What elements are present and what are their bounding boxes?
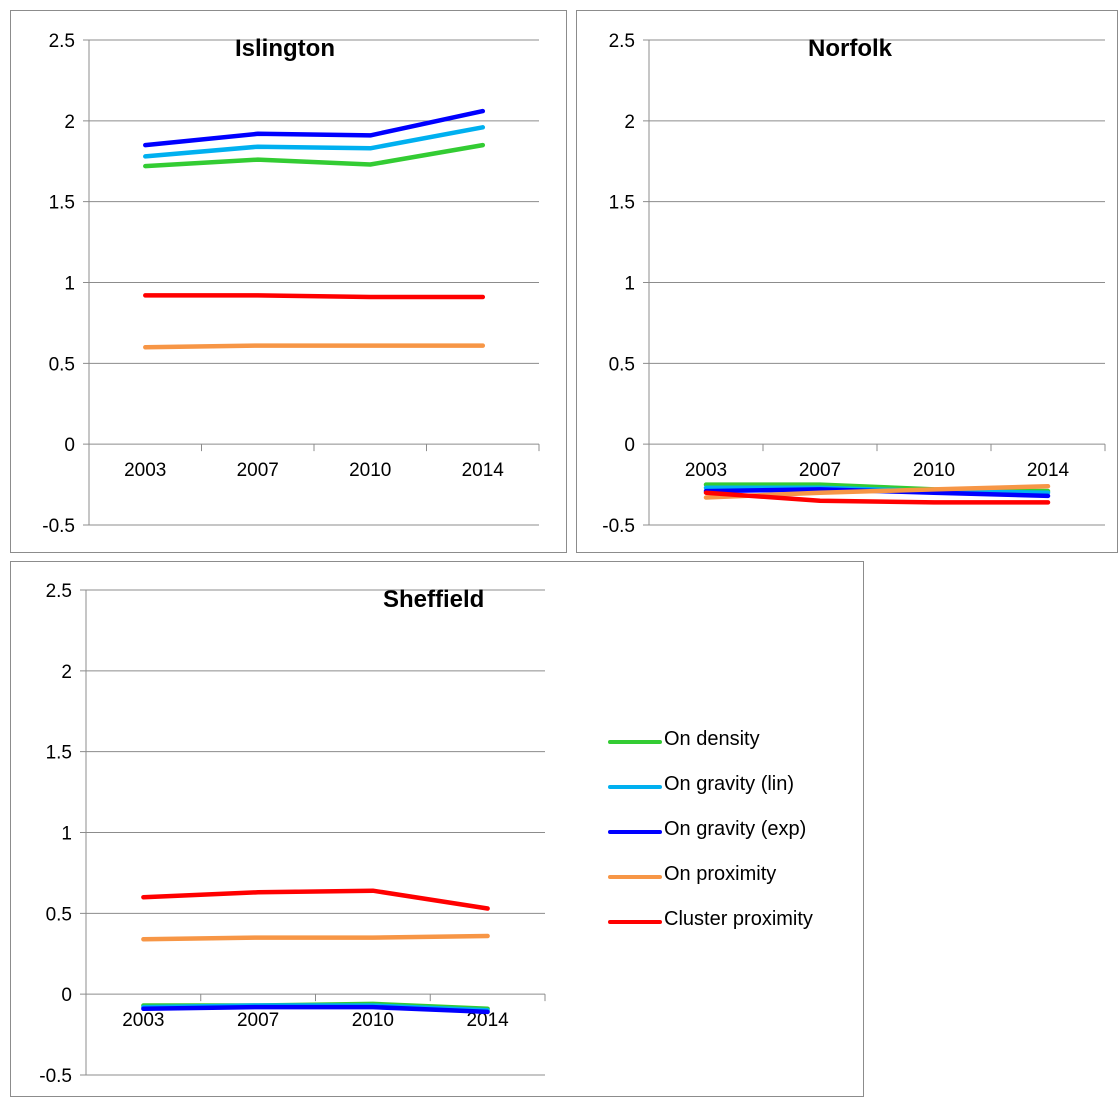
y-tick-label: 0.5 [49,354,75,375]
legend-label: Cluster proximity [664,908,813,930]
legend: On density On gravity (lin) On gravity (… [608,726,848,951]
chart-panel-norfolk: 2.5 2 1.5 1 0.5 0 -0.5 2003 2007 2010 2014 Norfolk [576,10,1118,553]
y-tick-label: 2.5 [609,31,635,52]
y-tick-label: -0.5 [39,1066,72,1087]
legend-swatch [608,830,662,834]
legend-swatch [608,920,662,924]
y-tick-label: -0.5 [42,516,75,537]
series-line-cluster-proximity [703,490,1051,505]
x-tick-label: 2003 [122,1010,164,1031]
y-tick-label: 0.5 [46,904,72,925]
legend-label: On density [664,728,760,750]
series-line-on-density [143,142,486,169]
series-line-on-gravity-exp [141,1004,490,1015]
x-tick-label: 2014 [462,460,505,481]
series-line-cluster-proximity [143,293,486,300]
x-tick-label: 2007 [799,460,841,481]
y-tick-label: 1 [64,274,75,295]
legend-item: On density [608,726,848,771]
x-tick-label: 2003 [124,460,166,481]
chart-title: Islington [235,35,335,62]
y-tick-label: 2.5 [46,581,72,602]
chart-panel-islington: 2.5 2 1.5 1 0.5 0 -0.5 2003 2007 2010 2014 Islingt… [10,10,567,553]
x-tick-label: 2003 [685,460,727,481]
x-tick-label: 2014 [466,1010,509,1031]
chart-title: Sheffield [383,586,485,613]
x-tick-label: 2010 [913,460,955,481]
legend-item: Cluster proximity [608,906,848,951]
legend-item: On gravity (exp) [608,816,848,861]
y-tick-label: 0 [64,435,75,456]
series-line-on-proximity [143,343,486,350]
legend-item: On proximity [608,861,848,906]
legend-label: On proximity [664,863,777,885]
chart-svg-islington: 2.5 2 1.5 1 0.5 0 -0.5 2003 2007 2010 2014 [42,31,540,537]
legend-swatch [608,785,662,789]
y-tick-label: 1 [624,274,635,295]
series-line-on-proximity [141,933,490,942]
chart-panel-sheffield: 2.5 2 1.5 1 0.5 0 -0.5 2003 2007 2010 2014 Sheffie… [10,561,864,1097]
chart-svg-norfolk: 2.5 2 1.5 1 0.5 0 -0.5 2003 2007 2010 2014 [602,31,1106,537]
y-tick-label: 1.5 [609,193,635,214]
legend-item: On gravity (lin) [608,771,848,816]
chart-title: Norfolk [808,35,892,62]
legend-swatch [608,740,662,744]
chart-svg-sheffield: 2.5 2 1.5 1 0.5 0 -0.5 2003 2007 2010 2014 [39,581,546,1087]
x-tick-label: 2014 [1027,460,1070,481]
y-tick-label: -0.5 [602,516,635,537]
y-tick-label: 2.5 [49,31,75,52]
x-tick-label: 2010 [349,460,391,481]
series-line-on-gravity-lin [143,125,486,159]
x-tick-label: 2007 [237,460,279,481]
y-tick-label: 1.5 [49,193,75,214]
legend-label: On gravity (exp) [664,818,807,840]
y-tick-label: 0 [61,985,72,1006]
x-tick-label: 2010 [352,1010,394,1031]
series-line-cluster-proximity [141,888,490,911]
y-tick-label: 0.5 [609,354,635,375]
y-tick-label: 1 [61,824,72,845]
y-tick-label: 0 [624,435,635,456]
y-tick-label: 2 [64,112,75,133]
legend-swatch [608,875,662,879]
x-tick-label: 2007 [237,1010,279,1031]
y-tick-label: 2 [624,112,635,133]
series-line-on-gravity-exp [143,108,486,148]
y-tick-label: 1.5 [46,743,72,764]
y-tick-label: 2 [61,662,72,683]
legend-label: On gravity (lin) [664,773,795,795]
